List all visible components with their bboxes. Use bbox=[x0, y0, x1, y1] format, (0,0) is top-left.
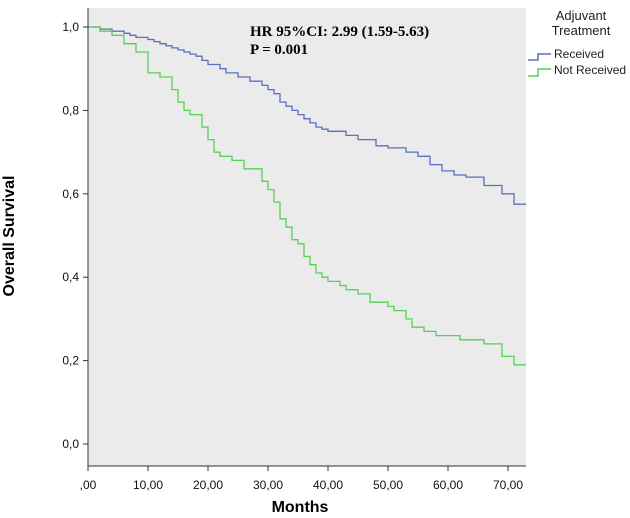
legend: Adjuvant Treatment Received Not Received bbox=[528, 8, 626, 77]
x-axis-ticks: ,00 10,00 20,00 30,00 40,00 50,00 60,00 70,00 bbox=[80, 466, 523, 492]
x-tick-label: 30,00 bbox=[253, 478, 283, 492]
legend-title-line-1: Adjuvant bbox=[556, 8, 607, 23]
y-tick-label: 0,0 bbox=[62, 437, 79, 451]
y-tick-label: 0,2 bbox=[62, 354, 79, 368]
x-tick-label: 60,00 bbox=[433, 478, 463, 492]
survival-curve-received bbox=[88, 26, 526, 205]
x-tick-label: 20,00 bbox=[193, 478, 223, 492]
y-tick-label: 0,4 bbox=[62, 270, 79, 284]
legend-swatch-received bbox=[528, 53, 551, 61]
legend-title-line-2: Treatment bbox=[552, 23, 611, 38]
hazard-ratio-annotation: HR 95%CI: 2.99 (1.59-5.63) bbox=[250, 24, 429, 40]
series-layer bbox=[88, 26, 526, 366]
x-tick-label: 50,00 bbox=[373, 478, 403, 492]
x-tick-label: 10,00 bbox=[133, 478, 163, 492]
p-value-annotation: P = 0.001 bbox=[250, 42, 308, 58]
x-tick-label: 70,00 bbox=[493, 478, 523, 492]
plot-area bbox=[88, 8, 526, 466]
x-tick-label: ,00 bbox=[80, 478, 97, 492]
y-axis-label: Overall Survival bbox=[1, 176, 18, 297]
legend-swatch-not-received bbox=[528, 68, 551, 77]
y-tick-label: 0,8 bbox=[62, 103, 79, 117]
legend-label-received: Received bbox=[554, 47, 604, 61]
y-tick-label: 1,0 bbox=[62, 20, 79, 34]
x-axis-label: Months bbox=[272, 499, 329, 516]
x-tick-label: 40,00 bbox=[313, 478, 343, 492]
legend-label-not-received: Not Received bbox=[554, 63, 626, 77]
survival-curve-not-received bbox=[88, 26, 526, 366]
y-axis-ticks: 0,0 0,2 0,4 0,6 0,8 1,0 bbox=[62, 20, 88, 451]
y-tick-label: 0,6 bbox=[62, 187, 79, 201]
